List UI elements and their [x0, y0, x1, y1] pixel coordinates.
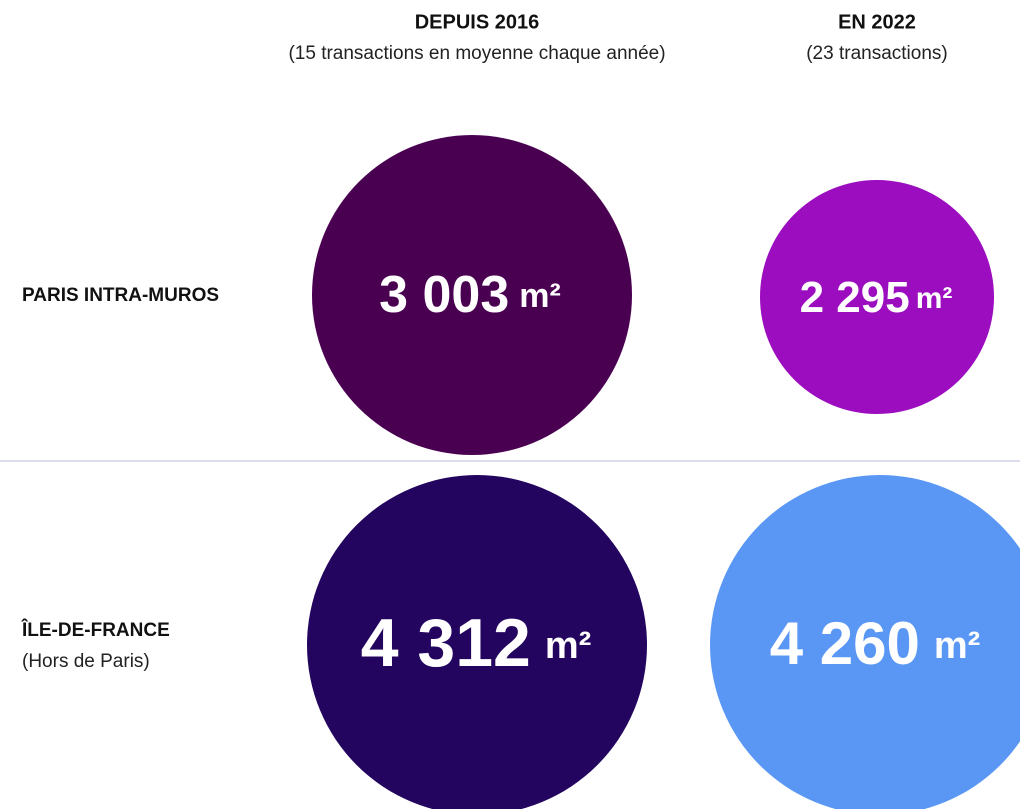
unit: m² — [916, 282, 953, 315]
row-label: ÎLE-DE-FRANCE — [21, 619, 170, 641]
bubble-value: 4 312 m² — [361, 605, 592, 681]
bubble-value: 3 003 m² — [379, 266, 561, 324]
unit: m² — [545, 625, 591, 667]
bubble — [760, 180, 994, 414]
value: 2 295 — [800, 273, 910, 322]
bubble-value: 4 260 m² — [770, 610, 981, 677]
value: 3 003 — [379, 266, 509, 324]
bubble-value: 2 295 m² — [800, 273, 953, 322]
unit: m² — [934, 625, 980, 667]
bubble — [312, 135, 632, 455]
row-label: PARIS INTRA-MUROS — [22, 285, 219, 306]
column-subtitle: (23 transactions) — [806, 43, 948, 64]
value: 4 260 — [770, 610, 920, 677]
bubble — [307, 475, 647, 809]
row-sublabel: (Hors de Paris) — [22, 651, 150, 672]
column-subtitle: (15 transactions en moyenne chaque année… — [288, 43, 665, 64]
unit: m² — [519, 277, 561, 315]
column-title: DEPUIS 2016 — [415, 11, 540, 33]
bubble — [710, 475, 1020, 809]
value: 4 312 — [361, 605, 531, 681]
column-title: EN 2022 — [838, 11, 916, 33]
